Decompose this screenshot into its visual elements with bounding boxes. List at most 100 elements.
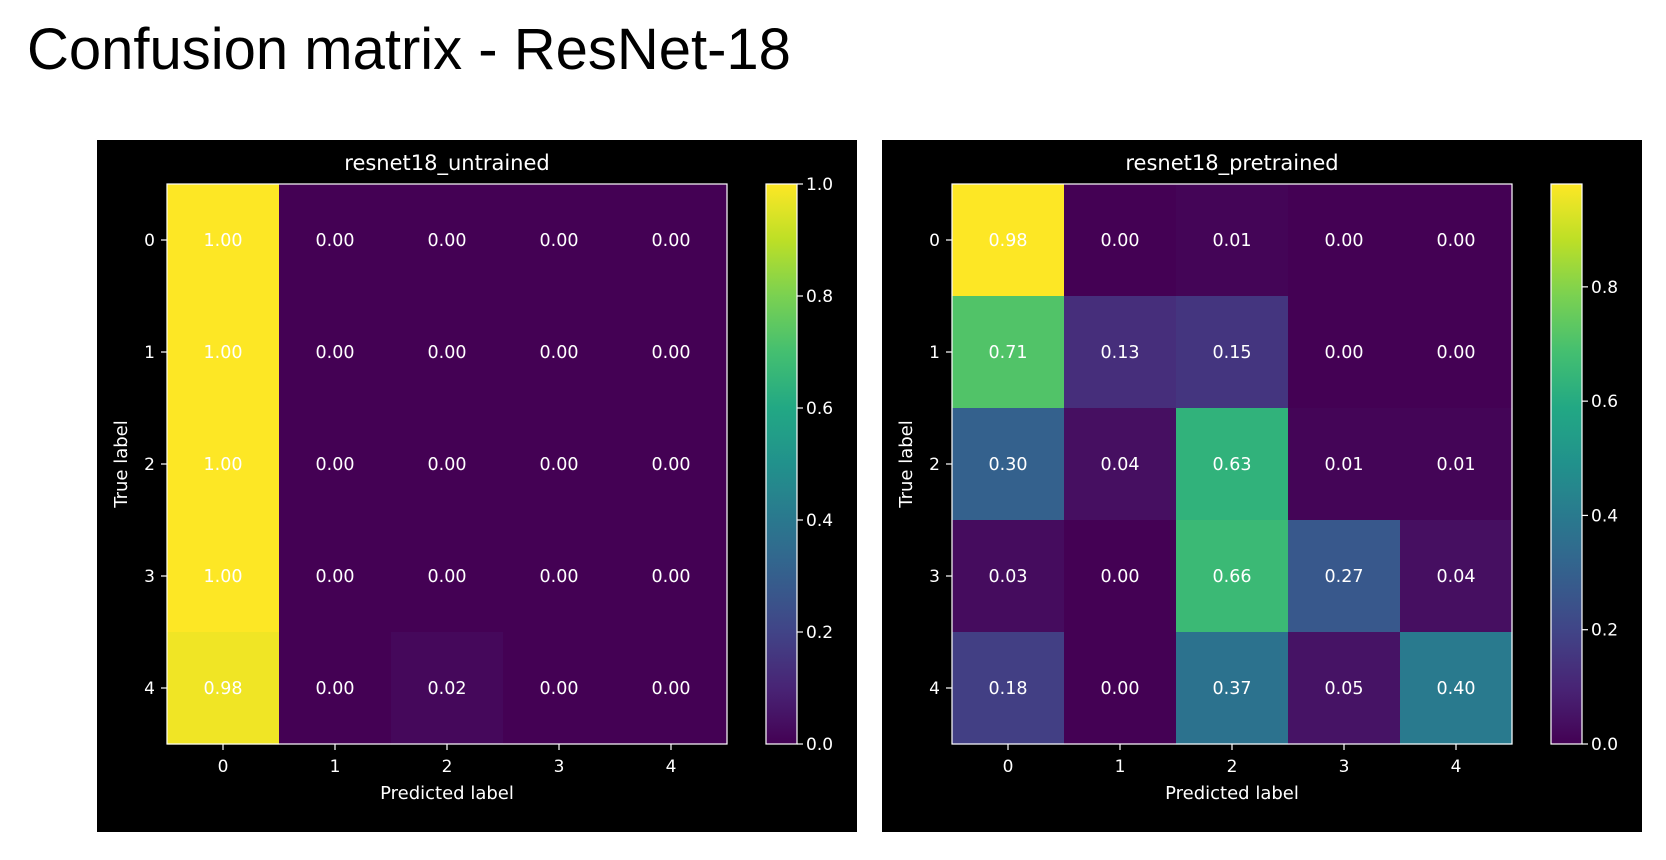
cell-value-label: 0.00 xyxy=(428,567,467,587)
cell-value-label: 0.98 xyxy=(204,679,243,699)
heatmap-cell xyxy=(1064,632,1177,745)
heatmap-cell xyxy=(952,408,1065,521)
x-tick-label: 0 xyxy=(218,757,229,777)
colorbar-tick-label: 0.4 xyxy=(1591,506,1618,526)
colorbar-tick-label: 0.4 xyxy=(806,511,833,531)
cell-value-label: 0.18 xyxy=(989,679,1028,699)
cell-value-label: 0.00 xyxy=(652,567,691,587)
heatmap-cell xyxy=(1176,408,1289,521)
heatmap-cell xyxy=(1176,296,1289,409)
chart-panel-pretrained: resnet18_pretrained 0.98 0.00 0.01 0.00 0.00 0… xyxy=(882,140,1642,832)
heatmap-cell xyxy=(1288,184,1401,297)
heatmap-cell xyxy=(503,632,616,745)
cell-value-label: 0.01 xyxy=(1437,455,1476,475)
y-tick-label: 2 xyxy=(929,455,940,475)
cell-value-label: 0.00 xyxy=(1437,231,1476,251)
cell-value-label: 0.37 xyxy=(1213,679,1252,699)
y-axis-label: True label xyxy=(896,420,917,509)
cell-value-label: 0.00 xyxy=(1437,343,1476,363)
cell-value-label: 0.00 xyxy=(652,455,691,475)
heatmap-cell xyxy=(503,296,616,409)
x-tick-label: 2 xyxy=(1227,757,1238,777)
colorbar-tick-label: 0.0 xyxy=(806,735,833,755)
x-tick-label: 4 xyxy=(666,757,677,777)
cell-value-label: 0.00 xyxy=(428,343,467,363)
heatmap-cell xyxy=(1400,520,1513,633)
cell-value-label: 1.00 xyxy=(204,343,243,363)
y-tick-label: 2 xyxy=(144,455,155,475)
colorbar-tick-label: 1.0 xyxy=(806,175,833,195)
heatmap-cell xyxy=(167,184,280,297)
colorbar-tick-label: 0.8 xyxy=(1591,278,1618,298)
heatmap-cell xyxy=(1288,520,1401,633)
x-axis-label: Predicted label xyxy=(1165,783,1299,804)
cell-value-label: 0.01 xyxy=(1213,231,1252,251)
heatmap-cell xyxy=(1064,296,1177,409)
heatmap-cell xyxy=(1288,296,1401,409)
page-title: Confusion matrix - ResNet-18 xyxy=(27,17,791,82)
heatmap-cell xyxy=(1176,632,1289,745)
cell-value-label: 0.30 xyxy=(989,455,1028,475)
x-tick-label: 3 xyxy=(1339,757,1350,777)
heatmap-cell xyxy=(1064,184,1177,297)
heatmap-cell xyxy=(1400,632,1513,745)
heatmap-cell xyxy=(615,296,728,409)
heatmap-cell xyxy=(503,520,616,633)
colorbar-tick-label: 0.2 xyxy=(1591,621,1618,641)
y-axis-label: True label xyxy=(111,420,132,509)
cell-value-label: 0.40 xyxy=(1437,679,1476,699)
colorbar-tick-label: 0.6 xyxy=(1591,392,1618,412)
cell-value-label: 0.00 xyxy=(316,231,355,251)
heatmap-cell xyxy=(952,520,1065,633)
cell-value-label: 0.00 xyxy=(540,343,579,363)
cell-value-label: 0.00 xyxy=(1101,679,1140,699)
heatmap-cell xyxy=(503,408,616,521)
colorbar xyxy=(765,183,798,745)
heatmap-cell xyxy=(1400,296,1513,409)
y-tick-label: 4 xyxy=(144,679,155,699)
heatmap-cell xyxy=(279,296,392,409)
cell-value-label: 0.00 xyxy=(316,343,355,363)
heatmap-cell xyxy=(391,184,504,297)
cell-value-label: 0.00 xyxy=(1101,567,1140,587)
y-tick-label: 0 xyxy=(144,231,155,251)
heatmap-cell xyxy=(1288,408,1401,521)
heatmap-cell xyxy=(167,408,280,521)
x-tick-label: 2 xyxy=(442,757,453,777)
heatmap-cell xyxy=(1400,408,1513,521)
cell-value-label: 0.00 xyxy=(428,455,467,475)
cell-value-label: 0.00 xyxy=(316,679,355,699)
cell-value-label: 0.27 xyxy=(1325,567,1364,587)
cell-value-label: 0.63 xyxy=(1213,455,1252,475)
cell-value-label: 1.00 xyxy=(204,455,243,475)
cell-value-label: 0.00 xyxy=(1325,343,1364,363)
x-tick-label: 4 xyxy=(1451,757,1462,777)
heatmap-cell xyxy=(952,184,1065,297)
heatmap-cell xyxy=(615,632,728,745)
colorbar-tick-label: 0.6 xyxy=(806,399,833,419)
colorbar-tick-label: 0.2 xyxy=(806,623,833,643)
chart-title: resnet18_untrained xyxy=(344,151,549,176)
colorbar xyxy=(1550,183,1583,745)
cell-value-label: 0.04 xyxy=(1101,455,1140,475)
heatmap-cell xyxy=(1176,184,1289,297)
cell-value-label: 0.00 xyxy=(428,231,467,251)
heatmap-cell xyxy=(391,520,504,633)
heatmap-cell xyxy=(615,408,728,521)
cell-value-label: 0.00 xyxy=(540,455,579,475)
cell-value-label: 0.02 xyxy=(428,679,467,699)
x-tick-label: 0 xyxy=(1003,757,1014,777)
cell-value-label: 1.00 xyxy=(204,231,243,251)
colorbar-tick-label: 0.8 xyxy=(806,287,833,307)
heatmap-cell xyxy=(167,632,280,745)
heatmap-cell xyxy=(615,520,728,633)
cell-value-label: 0.05 xyxy=(1325,679,1364,699)
y-tick-label: 1 xyxy=(144,343,155,363)
heatmap-cell xyxy=(279,520,392,633)
cell-value-label: 0.00 xyxy=(652,343,691,363)
cell-value-label: 0.66 xyxy=(1213,567,1252,587)
chart-panel-untrained: resnet18_untrained 1.00 0.00 0.00 0.00 0.00 1.… xyxy=(97,140,857,832)
cell-value-label: 1.00 xyxy=(204,567,243,587)
